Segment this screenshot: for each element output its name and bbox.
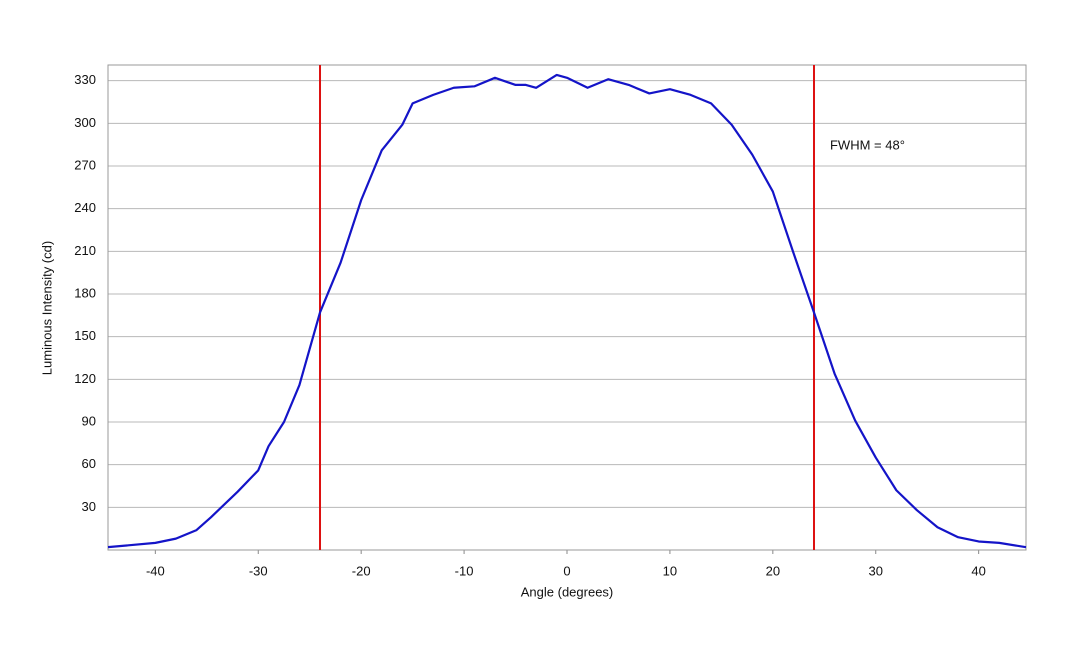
x-tick-label: -40 xyxy=(146,563,165,578)
plot-border xyxy=(107,64,1027,551)
y-tick-label: 150 xyxy=(74,328,96,343)
y-tick-label: 60 xyxy=(82,456,96,471)
y-tick-label: 180 xyxy=(74,285,96,300)
data-line xyxy=(107,73,1027,549)
y-tick-label: 210 xyxy=(74,243,96,258)
x-tick-label: 20 xyxy=(766,563,780,578)
y-axis-label: Luminous Intensity (cd) xyxy=(39,241,54,375)
x-axis-label: Angle (degrees) xyxy=(521,584,614,599)
y-tick-label: 330 xyxy=(74,72,96,87)
y-tick-label: 270 xyxy=(74,157,96,172)
y-tick-label: 120 xyxy=(74,371,96,386)
x-tick-label: 0 xyxy=(563,563,570,578)
x-tick-label: -30 xyxy=(249,563,268,578)
y-tick-label: 240 xyxy=(74,200,96,215)
annotation: FWHM = 48° xyxy=(830,137,905,152)
x-tick-label: -20 xyxy=(352,563,371,578)
x-tick-label: 40 xyxy=(971,563,985,578)
y-tick-label: 90 xyxy=(82,413,96,428)
y-tick-label: 300 xyxy=(74,115,96,130)
x-tick-label: 10 xyxy=(663,563,677,578)
x-tick-label: 30 xyxy=(869,563,883,578)
x-tick-label: -10 xyxy=(455,563,474,578)
y-tick-label: 30 xyxy=(82,499,96,514)
